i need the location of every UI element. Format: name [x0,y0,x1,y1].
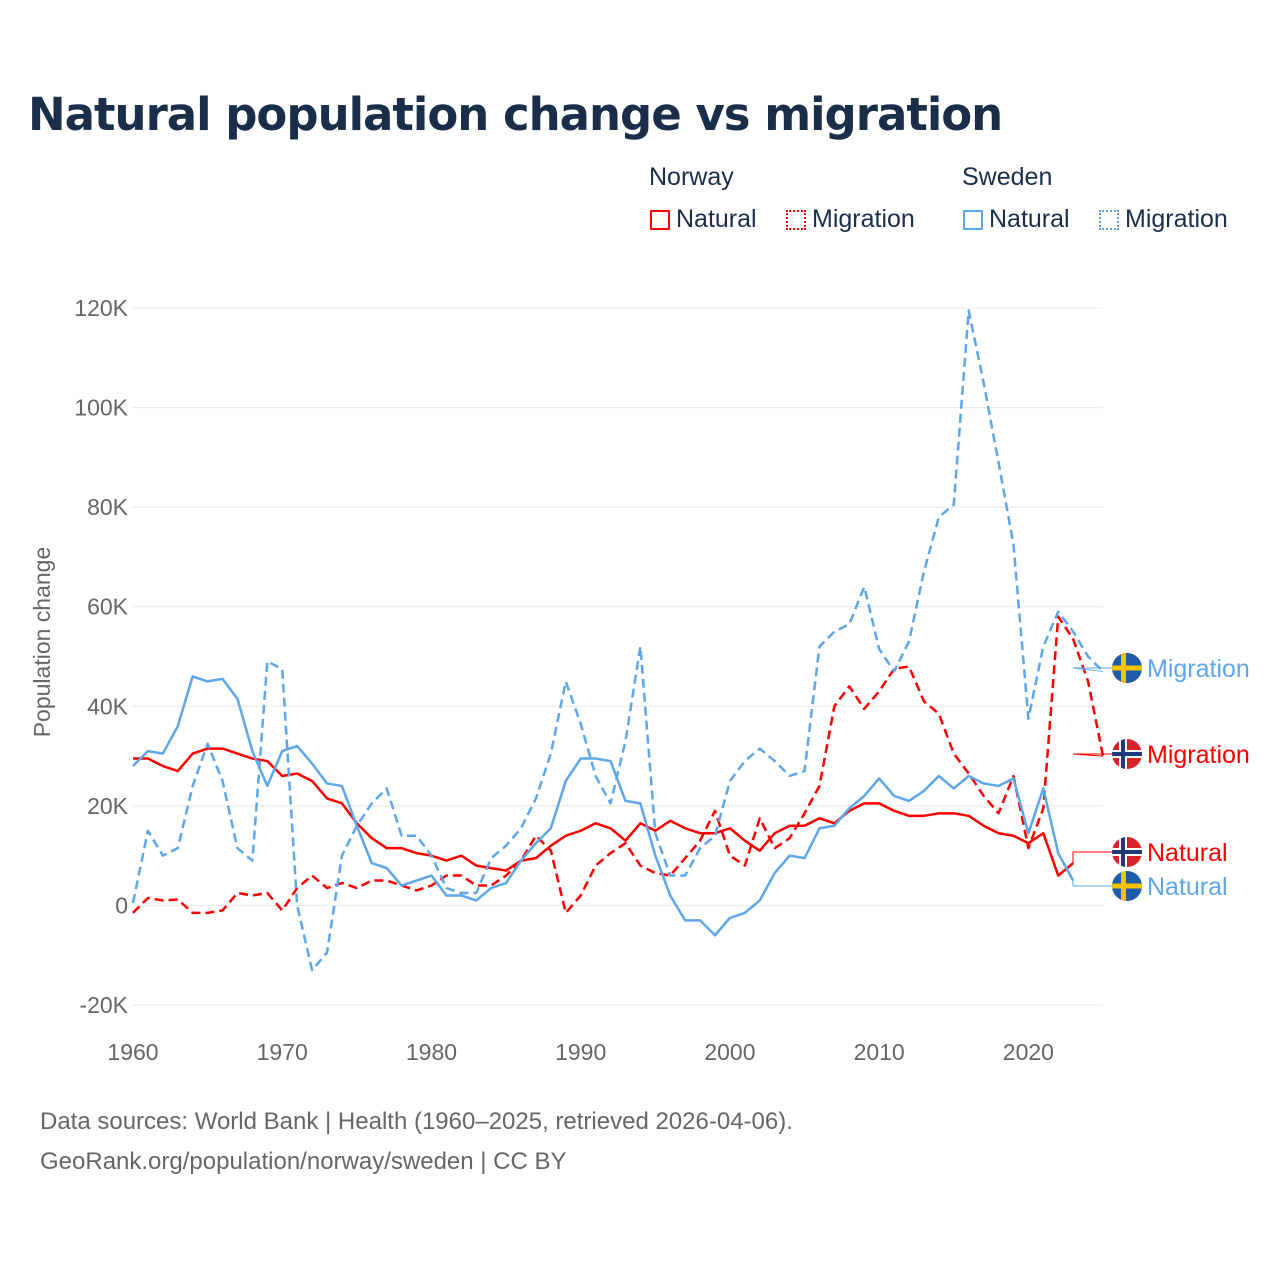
norway-flag-icon [1112,739,1142,769]
legend-label: Natural [676,205,757,233]
legend-label: Migration [1125,205,1228,233]
end-label-norway-natural: Natural [1147,839,1228,867]
end-label-sweden-natural: Natural [1147,873,1228,901]
label-connector [1072,851,1112,864]
y-tick-label: 60K [87,594,129,620]
legend-label: Natural [989,205,1070,233]
legend-sweden-natural[interactable]: Natural [963,205,1070,234]
legend-swatch-dotted [786,209,806,230]
x-tick-label: 2010 [854,1039,905,1065]
sweden-flag-icon [1112,871,1142,901]
legend-group-norway: Norway [649,163,734,191]
series-line-sweden-natural [132,675,1075,937]
x-tick-label: 1970 [257,1039,308,1065]
chart-title: Natural population change vs migration [28,88,1003,141]
legend-label: Migration [812,205,915,233]
label-connector [1072,880,1112,887]
legend-swatch-solid [963,209,983,230]
sweden-flag-icon [1112,653,1142,683]
x-tick-label: 1980 [406,1039,457,1065]
footer-source: Data sources: World Bank | Health (1960–… [40,1108,793,1135]
legend-group-sweden: Sweden [962,163,1053,191]
label-connector [1072,753,1112,757]
legend-swatch-dotted [1099,209,1119,230]
end-label-norway-migration: Migration [1147,741,1250,769]
end-label-sweden-migration: Migration [1147,655,1250,683]
legend-swatch-solid [650,209,670,230]
label-connector [1072,667,1112,672]
legend-sweden-migration[interactable]: Migration [1099,205,1228,234]
plot-area: Population change -20K 0 20K 40K 60K 80K 100K 1… [29,295,1250,1065]
x-tick-label: 2020 [1003,1039,1054,1065]
y-tick-label: 80K [87,494,129,520]
norway-flag-icon [1112,837,1142,867]
legend-norway-migration[interactable]: Migration [786,205,915,234]
y-tick-label: 100K [74,395,128,421]
x-tick-label: 2000 [704,1039,755,1065]
y-tick-label: 120K [74,295,128,321]
x-tick-label: 1960 [107,1039,158,1065]
footer-link[interactable]: GeoRank.org/population/norway/sweden | C… [40,1148,567,1175]
y-axis-label: Population change [29,547,55,738]
x-tick-label: 1990 [555,1039,606,1065]
series-line-sweden-migration [131,309,1104,972]
y-tick-label: 0 [115,892,128,918]
legend-norway-natural[interactable]: Natural [650,205,757,234]
series-line-norway-migration [132,615,1105,915]
y-tick-label: 40K [87,693,129,719]
y-tick-label: 20K [87,793,129,819]
y-tick-label: -20K [79,992,128,1018]
